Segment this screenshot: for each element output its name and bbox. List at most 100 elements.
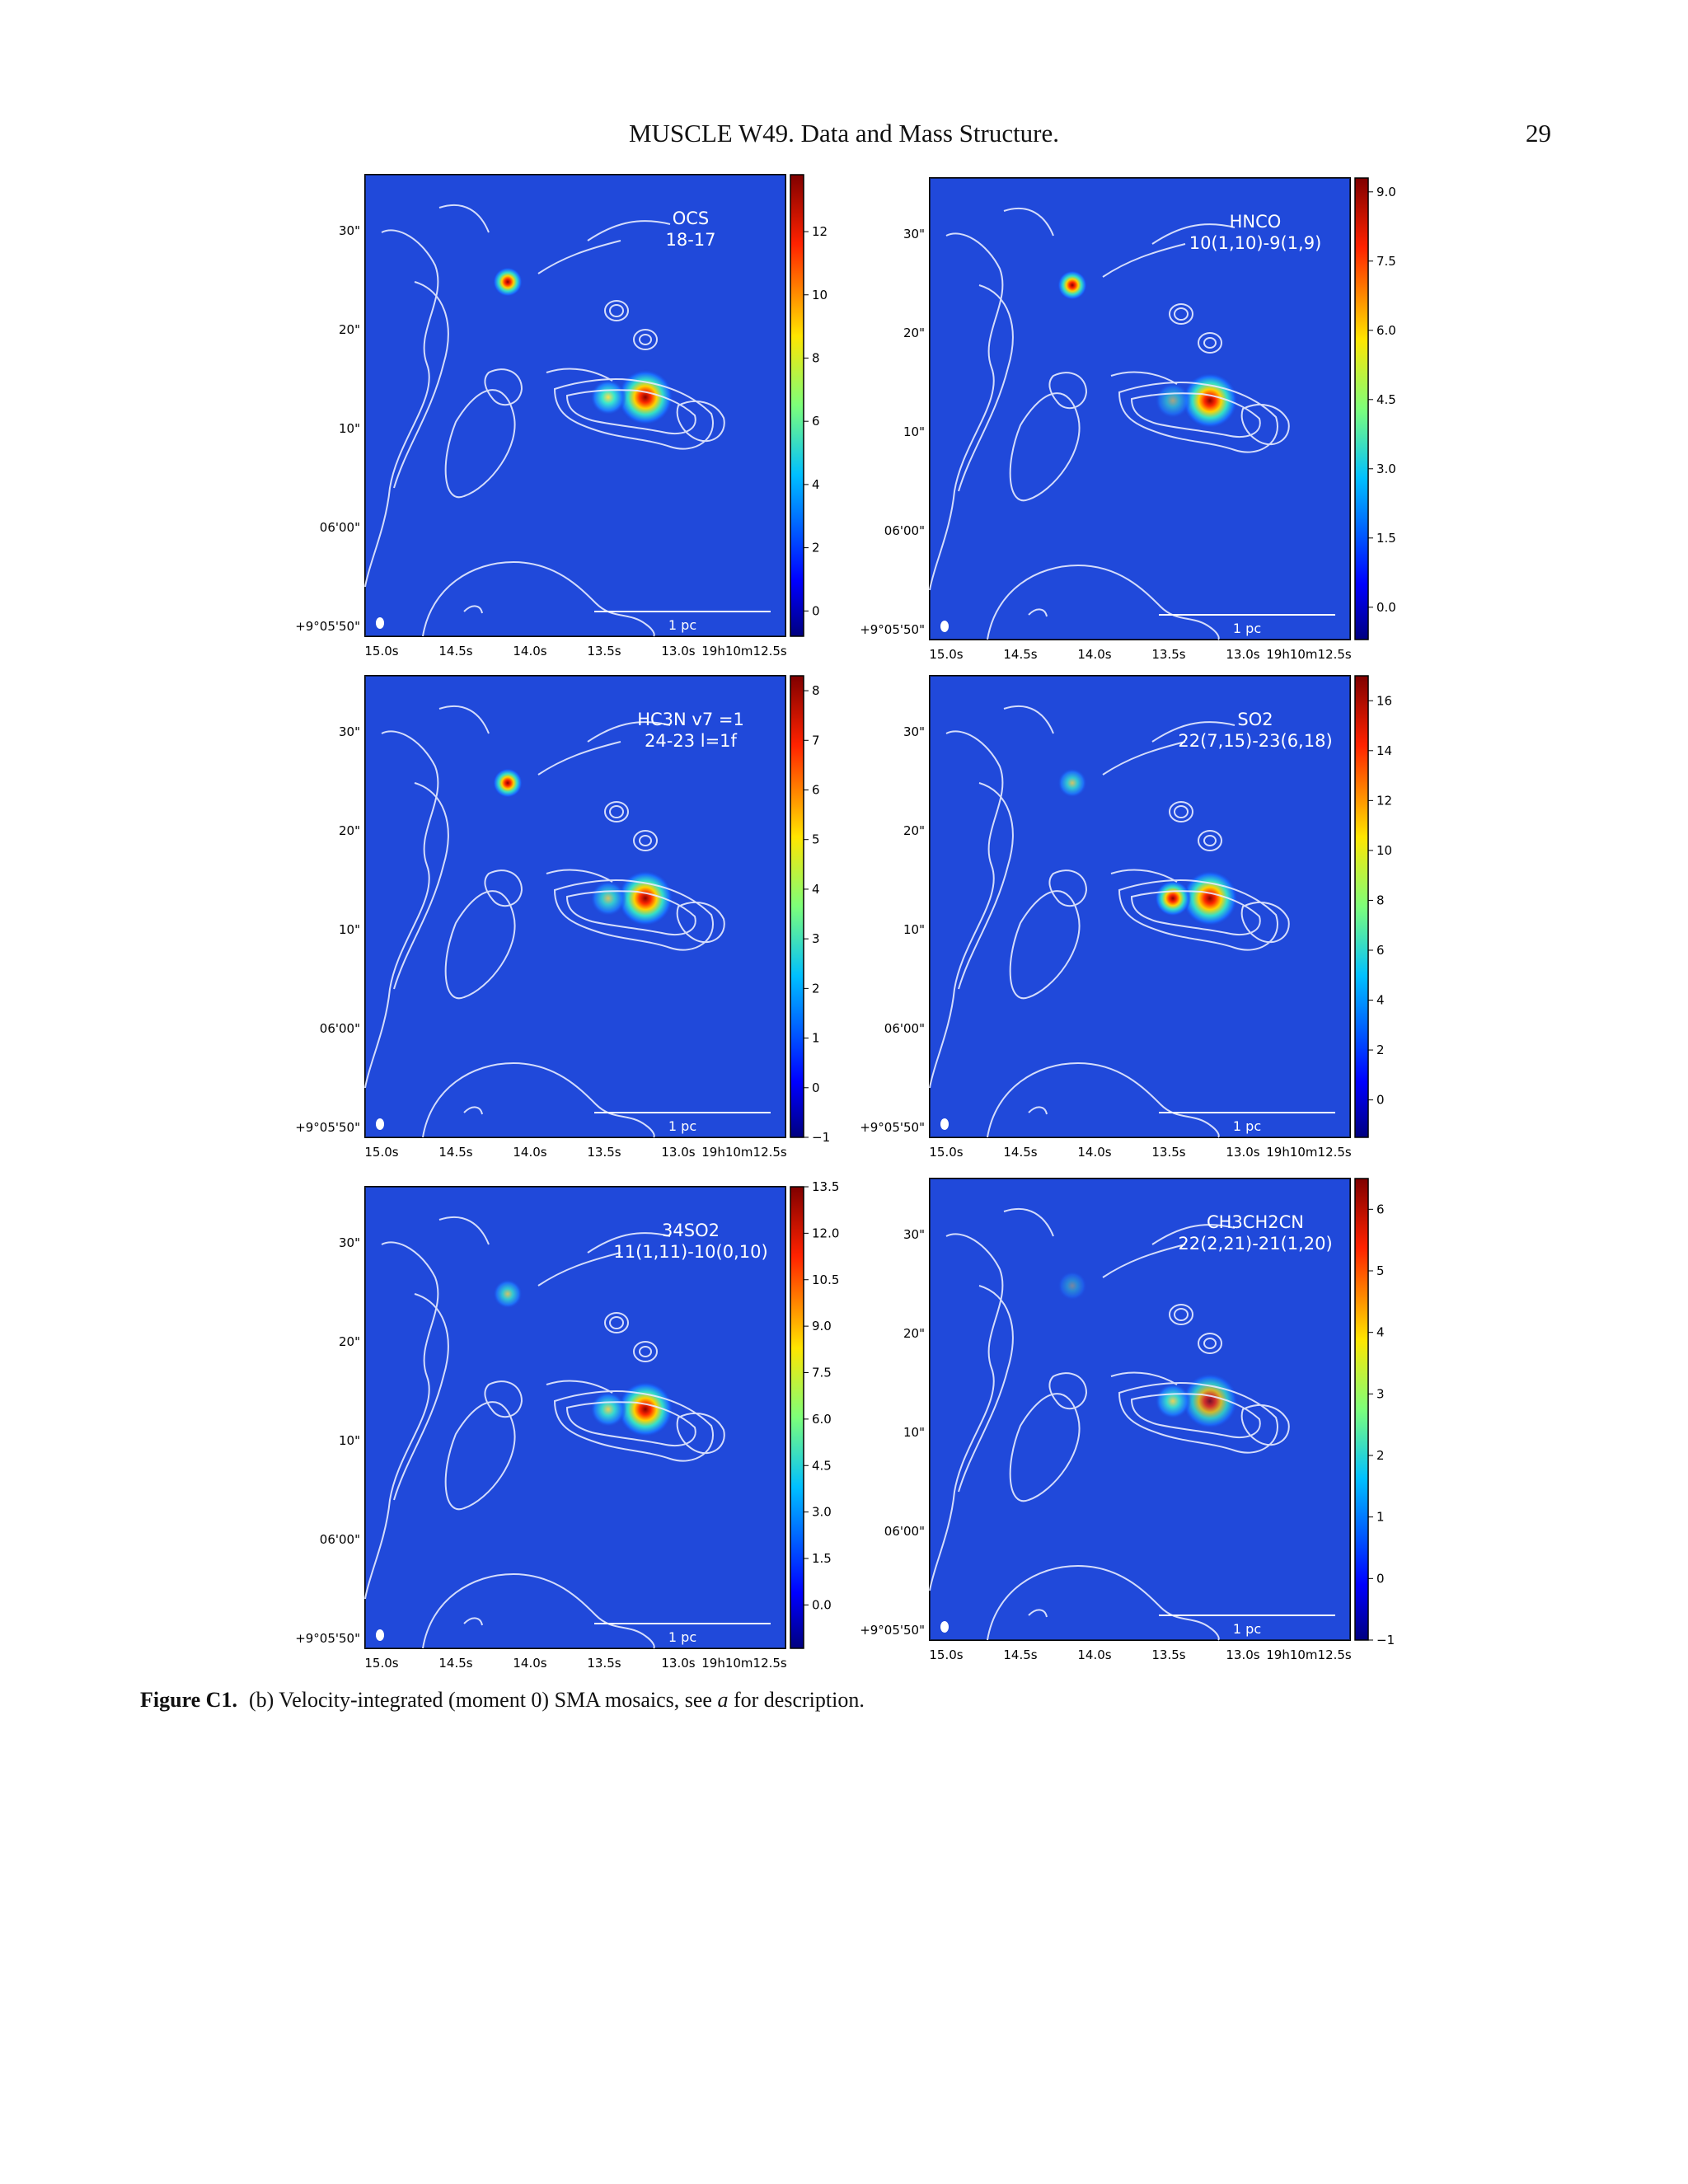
panel-so2: 1 pc SO2 22(7,15)-23(6,18) 15.0s 14.5s 14.… <box>860 675 1490 1170</box>
x-tick-label: 19h10m12.5s <box>701 644 787 658</box>
colorbar-tick-label: 6 <box>812 782 820 797</box>
colorbar-tick-label: 4 <box>812 882 820 897</box>
scalebar-label: 1 pc <box>668 1629 696 1645</box>
beam-ellipse <box>940 621 949 632</box>
x-tick-label: 15.0s <box>929 1647 963 1662</box>
colorbar-tick-label: 7 <box>812 733 820 748</box>
caption-text-a: (b) Velocity-integrated (moment 0) SMA m… <box>248 1688 718 1712</box>
colorbar-tick-label: 1.5 <box>812 1551 832 1566</box>
map-image: 1 pc 34SO2 11(1,11)-10(0,10) <box>364 1186 786 1649</box>
colorbar-tick-label: 2 <box>1376 1448 1385 1463</box>
colorbar-tick-label: 6 <box>812 414 820 429</box>
y-tick-label: 20" <box>339 322 360 337</box>
colorbar-tick-label: 9.0 <box>812 1319 832 1333</box>
caption-text-b: for description. <box>728 1688 865 1712</box>
panel-ocs: 1 pc OCS 18-17 15.0s 14.5s 14.0s 13.5s 13.0s… <box>295 174 926 669</box>
y-tick-label: +9°05'50" <box>295 619 360 634</box>
beam-ellipse <box>376 1118 384 1130</box>
colorbar-tick-label: 2 <box>812 541 820 555</box>
y-tick-label: +9°05'50" <box>860 1623 925 1638</box>
colorbar-tick-label: 10 <box>1376 843 1392 858</box>
page-number: 29 <box>1526 119 1551 148</box>
line-label-transition: 18-17 <box>665 230 715 250</box>
map-image: 1 pc OCS 18-17 <box>364 174 786 637</box>
colorbar-tick-label: −1 <box>812 1130 830 1145</box>
y-tick-label: +9°05'50" <box>860 622 925 637</box>
axis-ticks: 15.0s 14.5s 14.0s 13.5s 13.0s 19h10m12.5s 30" 2… <box>860 1227 1352 1662</box>
y-tick-label: 20" <box>339 823 360 838</box>
x-tick-label: 19h10m12.5s <box>1266 647 1352 662</box>
x-tick-label: 14.0s <box>1077 647 1111 662</box>
y-tick-label: 30" <box>339 1235 360 1250</box>
colorbar-tick-label: −1 <box>1376 1633 1395 1647</box>
y-tick-label: 10" <box>903 424 925 439</box>
x-tick-label: 13.0s <box>661 644 695 658</box>
map-image: 1 pc CH3CH2CN 22(2,21)-21(1,20) <box>929 1178 1351 1641</box>
emission-peak-main <box>617 369 673 425</box>
x-tick-label: 13.0s <box>1226 1145 1259 1160</box>
colorbar-tick-label: 16 <box>1376 693 1392 708</box>
colorbar: 16 14 12 10 8 6 4 2 0 <box>1354 675 1392 1138</box>
colorbar-tick-label: 6 <box>1376 943 1385 958</box>
emission-peak-secondary <box>590 1391 626 1427</box>
colorbar-tick-label: 4 <box>1376 993 1385 1008</box>
y-tick-label: 20" <box>339 1334 360 1349</box>
colorbar-tick-label: 8 <box>1376 893 1385 907</box>
y-tick-label: 30" <box>903 227 925 241</box>
x-tick-label: 13.0s <box>661 1145 695 1160</box>
x-tick-label: 13.5s <box>587 1145 621 1160</box>
y-tick-label: 10" <box>339 421 360 436</box>
colorbar-tick-label: 0 <box>1376 1093 1385 1108</box>
scalebar-label: 1 pc <box>668 617 696 633</box>
line-label-transition: 10(1,10)-9(1,9) <box>1189 233 1322 253</box>
caption-label: Figure C1. <box>140 1688 237 1712</box>
line-label-species: HC3N v7 =1 <box>637 710 744 729</box>
emission-peak-north <box>1057 1271 1087 1301</box>
y-tick-label: 30" <box>903 724 925 739</box>
continuum-contours <box>364 1216 725 1649</box>
line-label-species: OCS <box>673 209 710 228</box>
y-tick-label: +9°05'50" <box>295 1120 360 1135</box>
colorbar-tick-label: 2 <box>812 981 820 996</box>
scalebar-label: 1 pc <box>1233 1118 1261 1134</box>
colorbar-tick-label: 6.0 <box>1376 323 1396 338</box>
emission-peak-main <box>617 1381 673 1437</box>
y-tick-label: 06'00" <box>884 1021 925 1036</box>
colorbar: 6 5 4 3 2 1 0 −1 <box>1354 1178 1395 1647</box>
colorbar: 12 10 8 6 4 2 0 <box>790 174 828 637</box>
emission-peak-main <box>1182 870 1238 926</box>
colorbar-tick-label: 2 <box>1376 1043 1385 1057</box>
colorbar-tick-label: 13.5 <box>812 1179 839 1194</box>
emission-peak-north <box>493 768 523 798</box>
colorbar-tick-label: 6 <box>1376 1202 1385 1216</box>
colorbar-tick-label: 0.0 <box>1376 600 1396 615</box>
emission-peak-secondary <box>590 880 626 916</box>
line-label-transition: 22(7,15)-23(6,18) <box>1178 731 1332 751</box>
x-tick-label: 15.0s <box>364 1656 398 1671</box>
line-label-species: HNCO <box>1230 212 1282 232</box>
emission-peak-secondary <box>1155 1383 1191 1419</box>
emission-peak-north <box>1057 768 1087 798</box>
axis-ticks: 15.0s 14.5s 14.0s 13.5s 13.0s 19h10m12.5s 30" 2… <box>860 724 1352 1160</box>
scalebar-label: 1 pc <box>1233 1621 1261 1637</box>
colorbar: 13.5 12.0 10.5 9.0 7.5 6.0 4.5 3.0 1.5 0.0 <box>790 1179 839 1649</box>
colorbar: 9.0 7.5 6.0 4.5 3.0 1.5 0.0 <box>1354 177 1396 640</box>
colorbar-tick-label: 1 <box>1376 1510 1385 1525</box>
x-tick-label: 15.0s <box>929 1145 963 1160</box>
colorbar-tick-label: 12 <box>812 224 828 239</box>
colorbar-tick-label: 4 <box>1376 1325 1385 1340</box>
colorbar-tick-label: 7.5 <box>812 1366 832 1380</box>
colorbar-tick-label: 4.5 <box>812 1458 832 1473</box>
scalebar-label: 1 pc <box>668 1118 696 1134</box>
beam-ellipse <box>376 617 384 629</box>
y-tick-label: 10" <box>903 922 925 937</box>
line-label-species: 34SO2 <box>662 1221 720 1240</box>
y-tick-label: 10" <box>903 1425 925 1440</box>
beam-ellipse <box>940 1118 949 1130</box>
emission-peak-main <box>1182 1373 1238 1429</box>
colorbar-tick-label: 8 <box>812 350 820 365</box>
y-tick-label: 20" <box>903 823 925 838</box>
colorbar-tick-label: 0.0 <box>812 1597 832 1612</box>
panel-ch3ch2cn: 1 pc CH3CH2CN 22(2,21)-21(1,20) 15.0s 14.… <box>860 1178 1490 1673</box>
axis-ticks: 15.0s 14.5s 14.0s 13.5s 13.0s 19h10m12.5s 30" 2… <box>295 724 787 1160</box>
